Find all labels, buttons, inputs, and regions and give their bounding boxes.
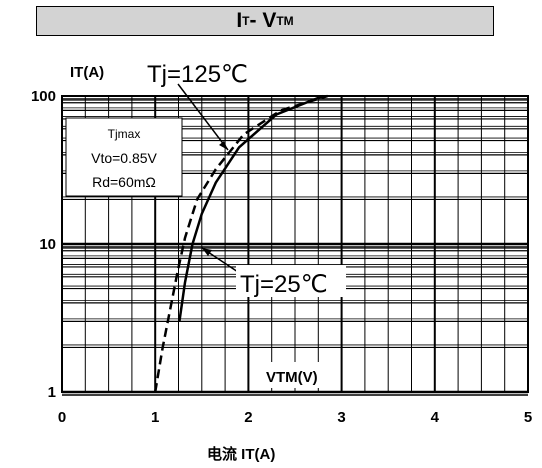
arrow-tj125-head	[219, 141, 228, 150]
series-tj25-line	[178, 94, 324, 322]
title-sub-tm: TM	[276, 14, 294, 28]
y-tick-label: 100	[31, 88, 56, 105]
arrow-tj125-line	[177, 83, 229, 151]
plot-frame	[61, 95, 529, 393]
series-group	[153, 94, 328, 393]
legend-box: Tjmax Vto=0.85V Rd=60mΩ	[65, 117, 183, 197]
bottom-caption: 电流 IT(A)	[207, 445, 275, 463]
x-tick-label: 3	[337, 409, 345, 426]
x-tick-label: 2	[244, 409, 252, 426]
x-tick-label: 4	[431, 409, 440, 426]
annotation-tj125: Tj=125℃	[147, 61, 248, 88]
y-axis-label: IT(A)	[70, 64, 104, 81]
y-tick-label: 1	[48, 384, 56, 401]
legend-line-rd: Rd=60mΩ	[92, 174, 156, 190]
x-axis-label-bg	[262, 362, 338, 388]
title-dash-v: - V	[249, 9, 277, 32]
title-sub-t: T	[242, 14, 250, 28]
legend-box-bg	[65, 117, 183, 197]
arrow-tj25-head	[202, 248, 212, 256]
annotation-tj25-bg	[236, 265, 346, 297]
x-tick-label: 1	[151, 409, 159, 426]
x-axis-label: VTM(V)	[266, 369, 318, 386]
annotation-arrows	[177, 83, 239, 273]
x-tick-label: 5	[524, 409, 532, 426]
legend-line-tjmax: Tjmax	[108, 127, 141, 141]
annotation-tj25: Tj=25℃	[240, 271, 328, 298]
title-i: I	[236, 9, 243, 32]
legend-line-vto: Vto=0.85V	[91, 150, 157, 166]
x-tick-label: 0	[58, 409, 66, 426]
series-tj125-line	[153, 94, 328, 393]
y-tick-label: 10	[39, 236, 56, 253]
